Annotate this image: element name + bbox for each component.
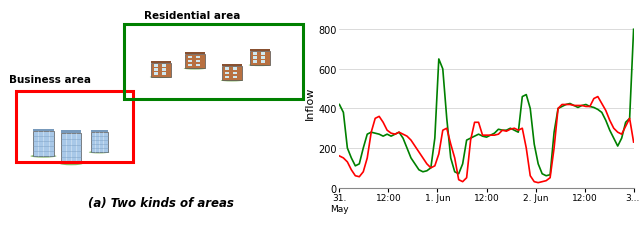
Y-axis label: Inflow: Inflow — [305, 86, 316, 120]
Bar — [225, 76, 229, 79]
Bar — [196, 60, 200, 63]
Bar — [162, 65, 166, 67]
Bar — [154, 73, 158, 76]
Bar — [33, 129, 54, 131]
Bar — [188, 64, 192, 67]
Bar — [222, 65, 242, 67]
Ellipse shape — [150, 76, 172, 79]
Bar — [250, 51, 269, 66]
Bar — [196, 56, 200, 59]
Text: Business area: Business area — [10, 74, 92, 85]
Bar — [185, 55, 205, 69]
Ellipse shape — [184, 68, 206, 70]
Bar — [253, 61, 257, 64]
Bar — [222, 67, 242, 81]
Bar — [253, 57, 257, 60]
Bar — [225, 68, 229, 71]
Bar — [151, 63, 171, 78]
Bar — [15, 91, 133, 162]
Ellipse shape — [221, 80, 243, 82]
Ellipse shape — [60, 162, 83, 166]
Bar — [162, 73, 166, 76]
Bar — [196, 64, 200, 67]
Ellipse shape — [249, 65, 271, 67]
Bar — [162, 69, 166, 71]
Bar — [233, 76, 237, 79]
Bar — [233, 72, 237, 75]
Bar — [154, 69, 158, 71]
Bar — [233, 68, 237, 71]
Bar — [261, 53, 265, 56]
Bar — [151, 62, 171, 63]
Bar — [261, 57, 265, 60]
Bar — [225, 72, 229, 75]
Bar — [91, 132, 108, 153]
Text: (a) Two kinds of areas: (a) Two kinds of areas — [88, 196, 234, 209]
Bar — [91, 131, 108, 132]
Bar — [188, 56, 192, 59]
Bar — [261, 61, 265, 64]
Bar — [61, 133, 81, 164]
Bar — [61, 131, 81, 133]
Bar — [33, 131, 54, 156]
Ellipse shape — [31, 155, 56, 158]
Bar — [185, 53, 205, 55]
Bar — [124, 25, 303, 100]
Bar — [253, 53, 257, 56]
Bar — [154, 65, 158, 67]
Bar — [188, 60, 192, 63]
Text: Residential area: Residential area — [143, 11, 240, 21]
Bar — [250, 50, 269, 51]
Ellipse shape — [89, 151, 109, 154]
